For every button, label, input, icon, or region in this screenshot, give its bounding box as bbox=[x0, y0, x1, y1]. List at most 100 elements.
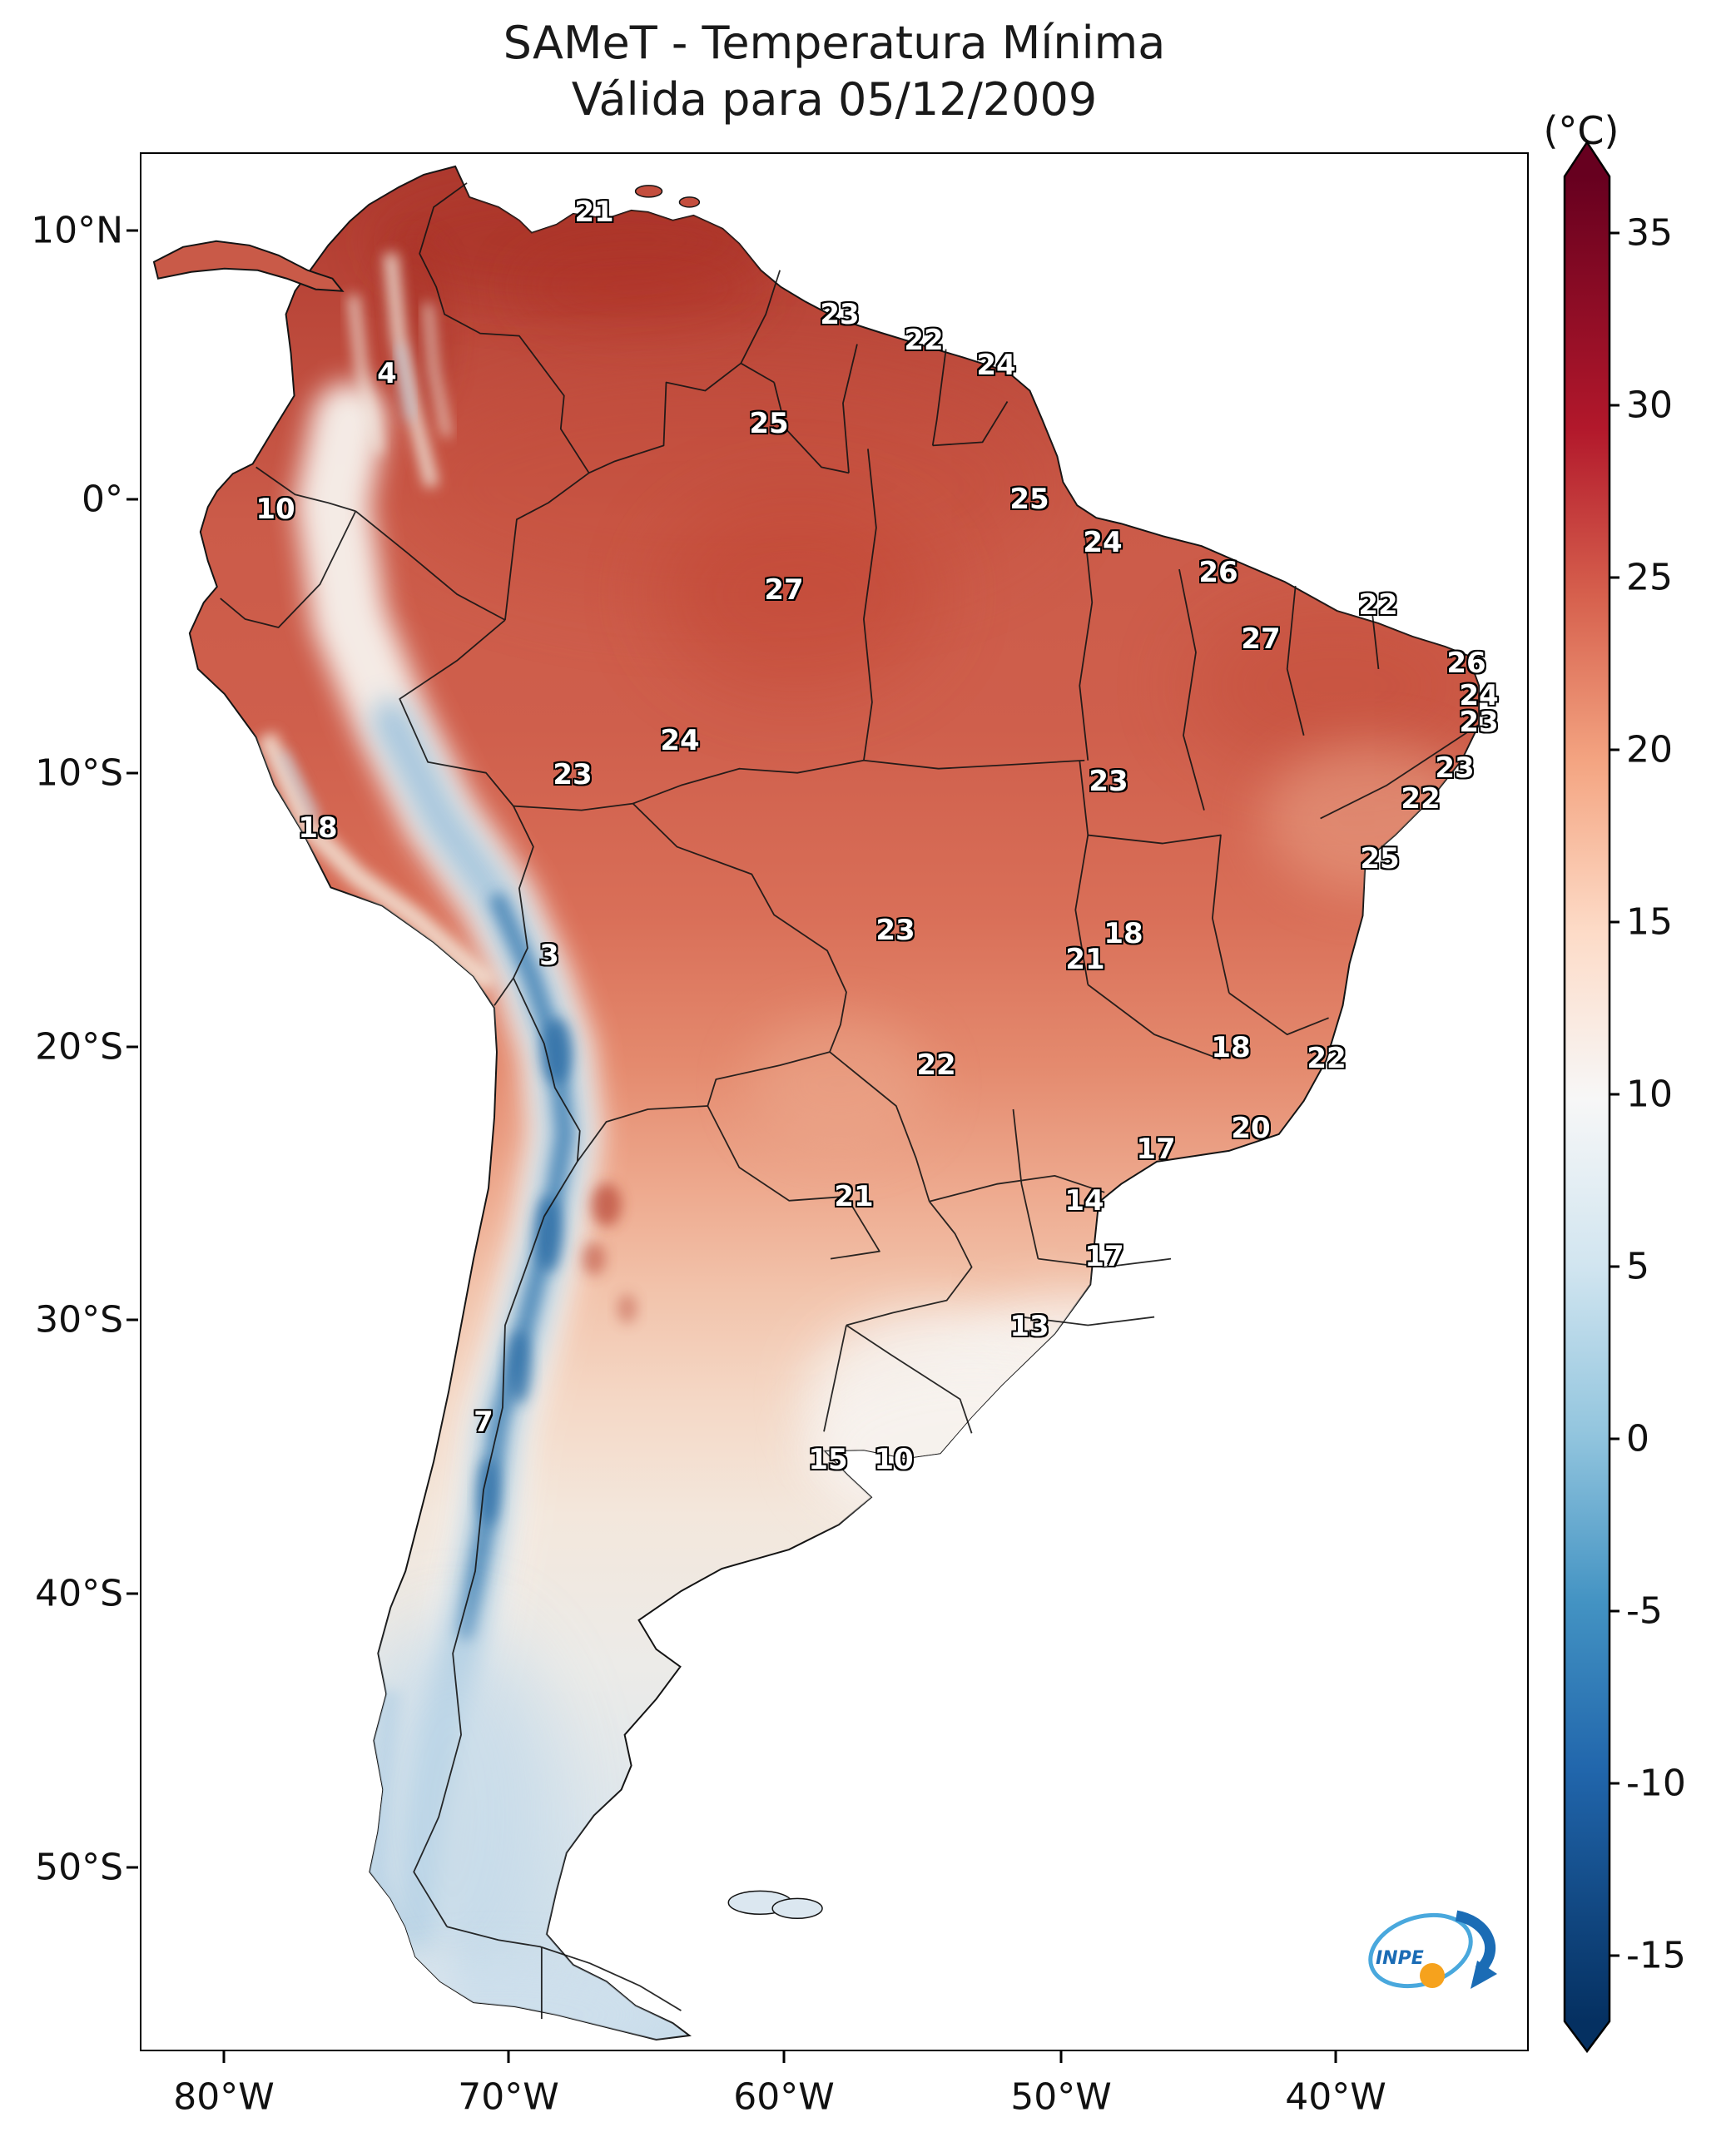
colorbar-tick-mark bbox=[1610, 1954, 1619, 1957]
lon-tick-label: 80°W bbox=[173, 2075, 275, 2119]
caribbean-island bbox=[678, 196, 701, 208]
lat-tick-mark bbox=[126, 498, 138, 501]
colorbar-tick-mark bbox=[1610, 748, 1619, 751]
lon-tick-mark bbox=[1059, 2051, 1063, 2063]
temperature-value-label: 27 bbox=[764, 573, 804, 607]
temperature-field-overlays bbox=[256, 182, 1480, 2040]
temperature-value-label: 22 bbox=[1358, 588, 1398, 622]
colorbar bbox=[1563, 140, 1611, 2054]
map-plot-area: 21 23 22 24 4 25 10 25 24 26 27 27 22 26 24 23 24 23 23 23 2… bbox=[140, 152, 1529, 2051]
temperature-value-label: 10 bbox=[874, 1443, 914, 1476]
temperature-value-label: 25 bbox=[1360, 842, 1400, 875]
temperature-value-label: 23 bbox=[1459, 706, 1499, 739]
temperature-value-label: 17 bbox=[1136, 1133, 1176, 1166]
temperature-value-label: 26 bbox=[1446, 647, 1486, 680]
colorbar-tick-label: 30 bbox=[1626, 384, 1673, 427]
colorbar-unit-label: (°C) bbox=[1543, 108, 1619, 153]
temperature-value-label: 18 bbox=[298, 811, 338, 845]
temperature-value-label: 23 bbox=[553, 758, 593, 791]
lon-tick-mark bbox=[1334, 2051, 1337, 2063]
inpe-logo-text: INPE bbox=[1376, 1948, 1424, 1969]
colorbar-tick-label: 35 bbox=[1626, 211, 1673, 255]
temperature-value-label: 23 bbox=[1435, 751, 1475, 785]
lon-tick-label: 40°W bbox=[1285, 2075, 1386, 2119]
inpe-logo: INPE bbox=[1368, 1910, 1497, 1989]
colorbar-tick-label: -10 bbox=[1626, 1762, 1686, 1805]
colorbar-tick-mark bbox=[1610, 1437, 1619, 1440]
lat-tick-label: 40°S bbox=[35, 1572, 123, 1615]
lat-tick-label: 30°S bbox=[35, 1298, 123, 1341]
panama-isthmus bbox=[152, 240, 345, 292]
colorbar-tick-label: 25 bbox=[1626, 556, 1673, 599]
colorbar-tick-label: 5 bbox=[1626, 1245, 1649, 1288]
lon-tick-mark bbox=[782, 2051, 786, 2063]
temperature-value-label: 24 bbox=[1459, 679, 1499, 712]
lat-tick-label: 0° bbox=[82, 478, 123, 521]
temperature-value-label: 26 bbox=[1198, 556, 1238, 589]
temperature-value-label: 25 bbox=[749, 407, 789, 440]
colorbar-tick-mark bbox=[1610, 920, 1619, 924]
temperature-value-label: 24 bbox=[1083, 526, 1123, 559]
temperature-value-label: 25 bbox=[1009, 483, 1049, 516]
colorbar-tick-mark bbox=[1610, 1782, 1619, 1785]
colorbar-tick-label: 0 bbox=[1626, 1417, 1649, 1460]
temperature-value-label: 18 bbox=[1104, 917, 1143, 950]
lat-tick-mark bbox=[126, 1045, 138, 1049]
temperature-value-label: 21 bbox=[1065, 943, 1105, 976]
temperature-value-label: 24 bbox=[976, 349, 1016, 382]
map-title: SAMeT - Temperatura Mínima bbox=[503, 17, 1166, 69]
map-subtitle-date: Válida para 05/12/2009 bbox=[571, 73, 1098, 126]
temperature-value-label: 15 bbox=[808, 1443, 848, 1476]
lat-tick-label: 10°S bbox=[35, 751, 123, 795]
temperature-value-label: 22 bbox=[904, 324, 944, 357]
temperature-value-label: 21 bbox=[574, 196, 614, 229]
temperature-value-label: 22 bbox=[916, 1049, 956, 1082]
inpe-logo-arrow bbox=[1455, 1910, 1496, 1975]
inpe-logo-orange-dot bbox=[1420, 1963, 1445, 1988]
temperature-value-label: 7 bbox=[474, 1406, 494, 1439]
country-state-borders bbox=[220, 182, 1480, 2020]
temperature-value-label: 14 bbox=[1064, 1184, 1104, 1217]
temperature-value-label: 3 bbox=[539, 939, 559, 972]
lat-tick-mark bbox=[126, 1318, 138, 1321]
caribbean-island bbox=[634, 185, 663, 198]
colorbar-tick-mark bbox=[1610, 1609, 1619, 1613]
colorbar-bar bbox=[1563, 140, 1611, 2054]
temperature-value-label: 22 bbox=[1401, 782, 1441, 816]
colorbar-tick-label: -5 bbox=[1626, 1589, 1663, 1633]
colorbar-tick-label: 20 bbox=[1626, 728, 1673, 771]
colorbar-tick-label: 15 bbox=[1626, 900, 1673, 944]
lat-tick-mark bbox=[126, 1592, 138, 1595]
lon-tick-label: 50°W bbox=[1010, 2075, 1112, 2119]
temperature-value-label: 21 bbox=[834, 1180, 874, 1213]
colorbar-tick-mark bbox=[1610, 1093, 1619, 1096]
temperature-value-label: 23 bbox=[1089, 765, 1128, 798]
temperature-value-label: 22 bbox=[1307, 1042, 1347, 1075]
lat-tick-label: 20°S bbox=[35, 1025, 123, 1069]
lon-tick-label: 70°W bbox=[458, 2075, 559, 2119]
colorbar-tick-mark bbox=[1610, 404, 1619, 407]
lat-tick-mark bbox=[126, 771, 138, 775]
temperature-value-label: 24 bbox=[660, 724, 700, 757]
temperature-value-label: 18 bbox=[1211, 1031, 1251, 1064]
temperature-value-label: 4 bbox=[377, 357, 397, 390]
lat-tick-mark bbox=[126, 1866, 138, 1869]
temperature-value-label: 20 bbox=[1231, 1112, 1271, 1145]
lat-tick-label: 50°S bbox=[35, 1846, 123, 1889]
temperature-value-label: 23 bbox=[820, 298, 860, 331]
falkland-island-east bbox=[771, 1897, 823, 1920]
temperature-value-label: 27 bbox=[1241, 622, 1281, 656]
inpe-logo-arrowhead bbox=[1471, 1961, 1497, 1989]
lon-tick-mark bbox=[507, 2051, 510, 2063]
lat-tick-mark bbox=[126, 229, 138, 232]
colorbar-tick-mark bbox=[1610, 576, 1619, 579]
south-america-map bbox=[152, 165, 1481, 2041]
temperature-value-label: 13 bbox=[1009, 1310, 1049, 1343]
temperature-value-label: 23 bbox=[875, 914, 915, 947]
lon-tick-mark bbox=[222, 2051, 226, 2063]
colorbar-tick-label: -15 bbox=[1626, 1934, 1686, 1977]
colorbar-tick-label: 10 bbox=[1626, 1073, 1673, 1116]
temperature-value-label: 10 bbox=[255, 493, 295, 526]
lat-tick-label: 10°N bbox=[31, 209, 123, 252]
